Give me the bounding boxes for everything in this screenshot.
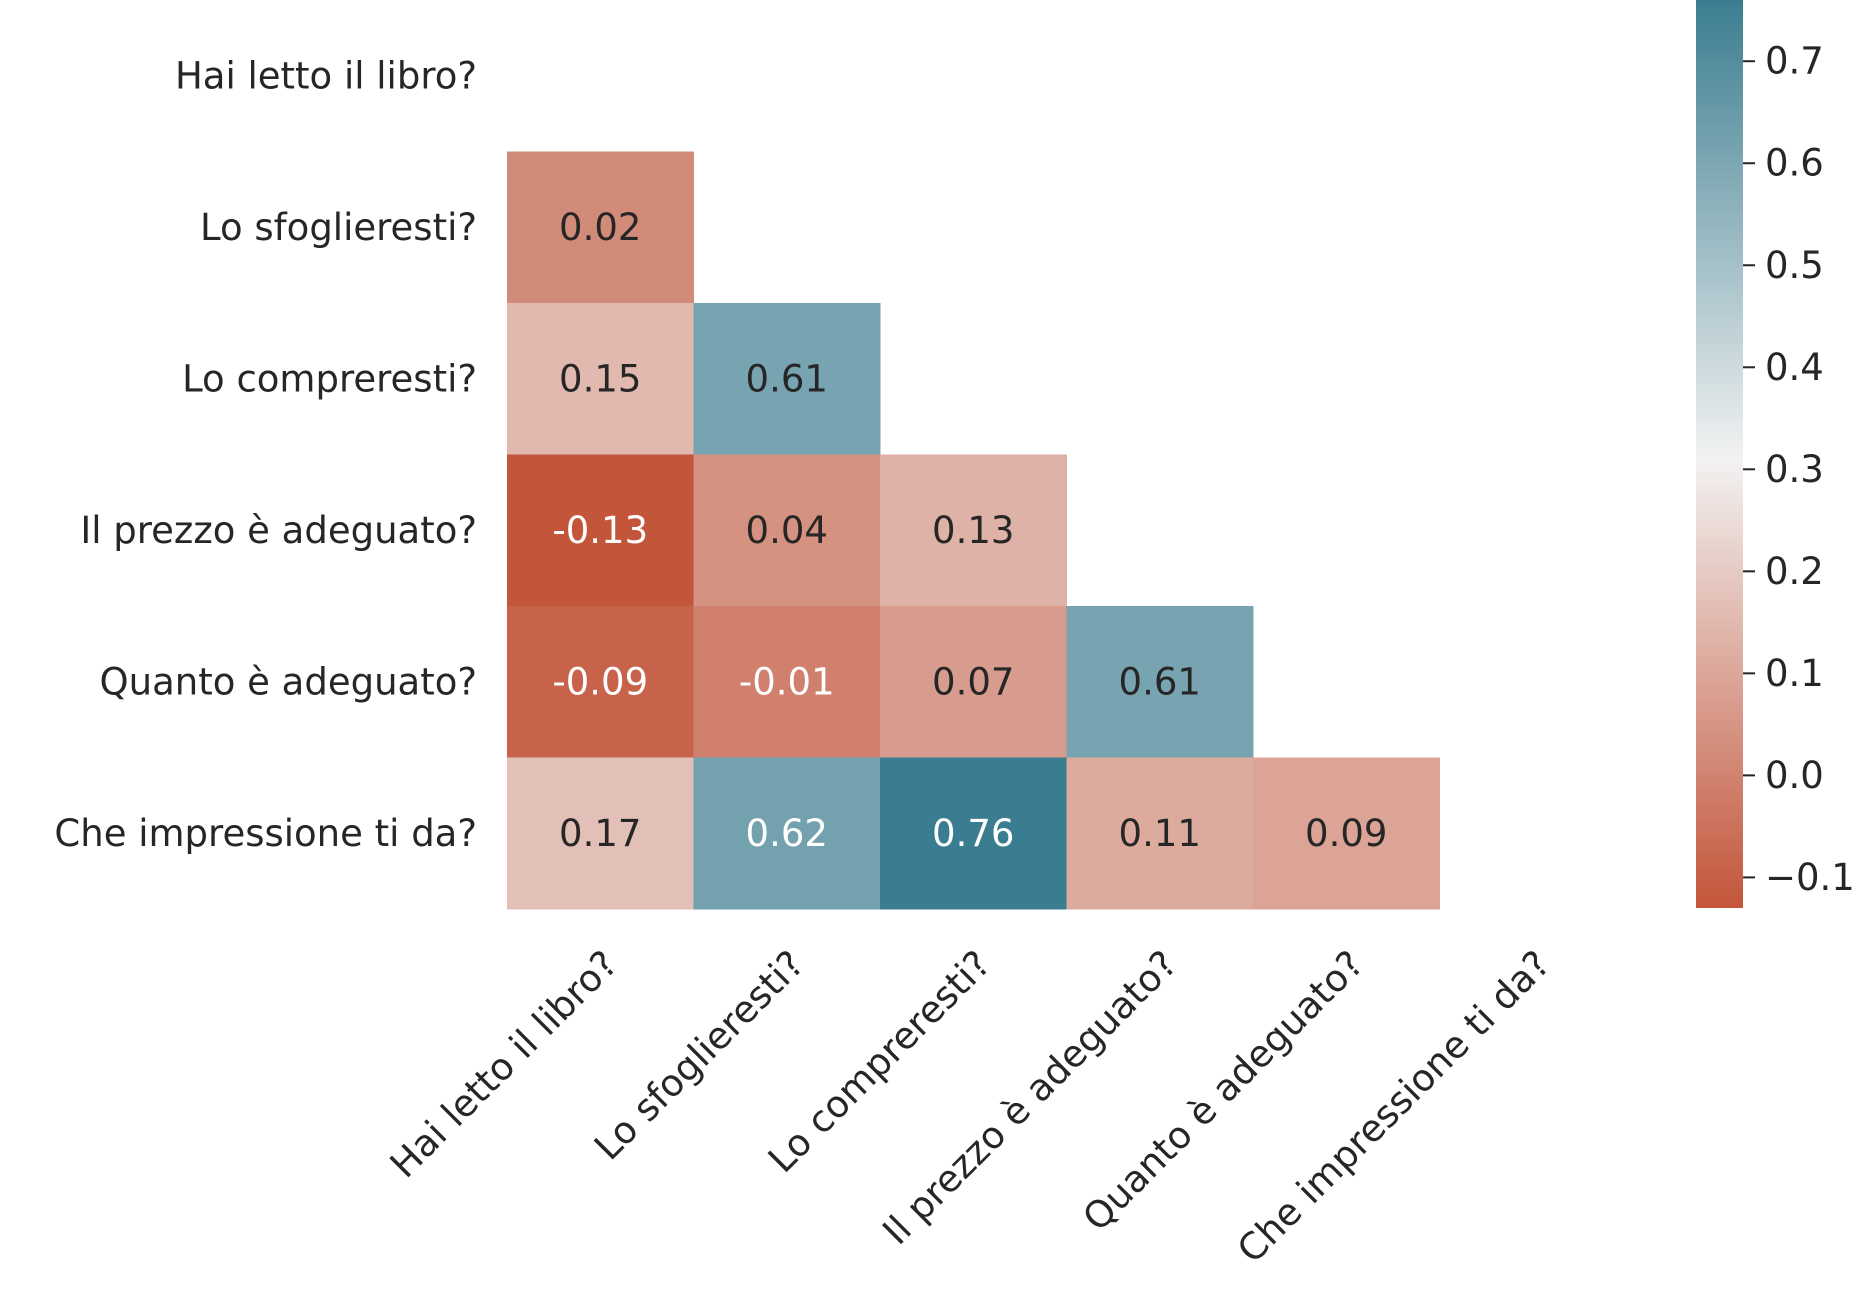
colorbar-tick-label: 0.1 — [1765, 652, 1824, 695]
colorbar-tick-label: −0.1 — [1765, 856, 1855, 899]
colorbar-tick-label: 0.2 — [1765, 550, 1824, 593]
y-tick-label: Che impressione ti da? — [54, 812, 477, 855]
cell-annotation: 0.61 — [1119, 660, 1201, 703]
colorbar-tick-label: 0.7 — [1765, 40, 1824, 83]
heatmap-cell-r3-c1 — [693, 454, 881, 607]
colorbar — [1696, 0, 1743, 908]
y-tick-label: Il prezzo è adeguato? — [80, 509, 477, 552]
heatmap-cell-r5-c3 — [1066, 757, 1254, 910]
cell-annotation: 0.76 — [932, 812, 1014, 855]
heatmap-cell-r5-c0 — [507, 757, 694, 910]
heatmap-cell-r2-c1 — [693, 303, 881, 455]
heatmap-cells — [507, 151, 1440, 910]
heatmap-cell-r4-c3 — [1066, 606, 1254, 758]
cell-annotation: 0.62 — [746, 812, 828, 855]
heatmap-cell-r5-c2 — [880, 757, 1067, 910]
colorbar-tick-label: 0.3 — [1765, 448, 1824, 491]
cell-annotation: 0.15 — [559, 357, 641, 400]
colorbar-tick-label: 0.0 — [1765, 754, 1824, 797]
y-tick-label: Hai letto il libro? — [175, 54, 477, 97]
y-tick-label: Quanto è adeguato? — [100, 660, 477, 703]
cell-annotation: 0.02 — [559, 206, 641, 249]
cell-annotation: 0.17 — [559, 812, 641, 855]
cell-annotation: -0.09 — [552, 660, 648, 703]
colorbar-tick-label: 0.4 — [1765, 346, 1824, 389]
cell-annotation: 0.13 — [932, 509, 1014, 552]
heatmap-cell-r1-c0 — [507, 151, 694, 304]
heatmap-cell-r4-c1 — [693, 606, 881, 758]
cell-annotation: 0.07 — [932, 660, 1014, 703]
cell-annotation: 0.04 — [746, 509, 828, 552]
heatmap-cell-r4-c2 — [880, 606, 1067, 758]
cell-annotations: 0.02 0.15 0.61 -0.13 0.04 0.13 -0.09 -0.01 0.07 0… — [552, 206, 1387, 855]
heatmap-cell-r5-c4 — [1253, 757, 1440, 910]
x-tick-label: Che impressione ti da? — [1229, 942, 1558, 1271]
cell-annotation: -0.01 — [739, 660, 835, 703]
heatmap-cell-r4-c0 — [507, 606, 694, 758]
heatmap-cell-r3-c0 — [507, 454, 694, 607]
y-tick-label: Lo compreresti? — [182, 357, 477, 400]
heatmap-cell-r3-c2 — [880, 454, 1067, 607]
colorbar-tick-label: 0.5 — [1765, 244, 1824, 287]
heatmap-cell-r2-c0 — [507, 303, 694, 455]
x-axis-tick-labels: Hai letto il libro?Lo sfoglieresti?Lo co… — [382, 942, 1558, 1271]
cell-annotation: 0.09 — [1305, 812, 1387, 855]
cell-annotation: 0.61 — [746, 357, 828, 400]
heatmap-cell-r5-c1 — [693, 757, 881, 910]
x-tick-label: Hai letto il libro? — [382, 942, 626, 1186]
colorbar-tick-label: 0.6 — [1765, 142, 1824, 185]
y-axis-tick-labels: Hai letto il libro? Lo sfoglieresti? Lo co… — [54, 54, 477, 855]
cell-annotation: -0.13 — [552, 509, 648, 552]
cell-annotation: 0.11 — [1119, 812, 1201, 855]
y-tick-label: Lo sfoglieresti? — [200, 206, 477, 249]
colorbar-ticks: −0.1 0.0 0.1 0.2 0.3 0.4 0.5 0.6 0.7 — [1743, 40, 1855, 899]
